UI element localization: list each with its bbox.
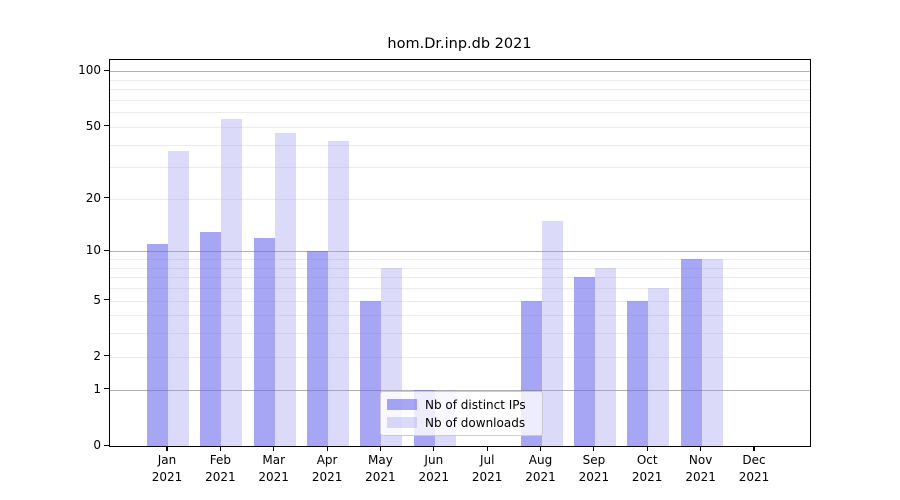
gridline-5 <box>110 300 810 302</box>
bar-downloads-oct <box>648 288 670 446</box>
bar-distinct-ips-nov <box>680 259 702 446</box>
x-tick-mark-feb <box>219 446 221 451</box>
gridline-10 <box>110 251 810 253</box>
bar-distinct-ips-mar <box>253 237 275 446</box>
x-tick-mark-sep <box>593 446 595 451</box>
legend-swatch-distinct-ips <box>387 399 417 410</box>
bar-downloads-mar <box>274 133 296 446</box>
legend-item-distinct-ips: Nb of distinct IPs <box>387 398 542 412</box>
x-tick-label-mar: Mar 2021 <box>258 453 289 484</box>
gridline-70 <box>110 99 810 101</box>
y-tick-label-10: 10 <box>85 243 101 258</box>
gridline-60 <box>110 112 810 114</box>
y-tick-label-5: 5 <box>93 292 101 307</box>
legend-label-distinct-ips: Nb of distinct IPs <box>425 397 526 412</box>
x-tick-mark-dec <box>753 446 755 451</box>
gridline-6 <box>110 288 810 289</box>
gridline-90 <box>110 79 810 81</box>
x-tick-label-aug: Aug 2021 <box>525 453 556 484</box>
bar-downloads-jan <box>168 150 189 446</box>
legend-swatch-downloads <box>387 417 417 428</box>
x-tick-mark-jun <box>433 446 435 451</box>
gridline-20 <box>110 198 810 200</box>
y-tick-mark-100 <box>104 69 109 71</box>
x-tick-label-may: May 2021 <box>365 453 396 484</box>
y-tick-mark-10 <box>104 249 109 251</box>
gridline-7 <box>110 277 810 279</box>
bar-downloads-aug <box>541 220 563 446</box>
y-tick-mark-20 <box>104 197 109 199</box>
bar-downloads-sep <box>594 267 616 446</box>
gridline-8 <box>110 267 810 269</box>
x-tick-mark-jul <box>486 446 488 451</box>
y-tick-mark-50 <box>104 125 109 127</box>
x-tick-label-jan: Jan 2021 <box>151 453 183 484</box>
x-tick-label-jun: Jun 2021 <box>418 453 450 484</box>
y-tick-mark-5 <box>104 299 109 301</box>
x-tick-label-nov: Nov 2021 <box>685 453 716 484</box>
gridline-30 <box>110 167 810 169</box>
x-tick-label-oct: Oct 2021 <box>631 453 663 484</box>
y-tick-mark-1 <box>104 388 109 390</box>
y-tick-label-100: 100 <box>78 63 101 78</box>
gridline-40 <box>110 144 810 146</box>
legend: Nb of distinct IPs Nb of downloads <box>380 391 543 436</box>
x-tick-label-dec: Dec 2021 <box>738 453 770 484</box>
legend-item-downloads: Nb of downloads <box>387 416 542 430</box>
y-tick-label-20: 20 <box>85 190 101 205</box>
x-tick-mark-may <box>379 446 381 451</box>
gridline-1 <box>110 389 810 391</box>
bar-distinct-ips-jan <box>147 244 168 446</box>
chart-title: hom.Dr.inp.db 2021 <box>387 36 532 52</box>
bar-distinct-ips-sep <box>573 277 595 446</box>
x-tick-mark-mar <box>273 446 275 451</box>
x-tick-mark-oct <box>646 446 648 451</box>
x-tick-label-feb: Feb 2021 <box>205 453 236 484</box>
y-tick-label-50: 50 <box>85 118 101 133</box>
bar-distinct-ips-apr <box>307 251 329 446</box>
bar-distinct-ips-feb <box>200 231 222 446</box>
y-tick-label-1: 1 <box>93 381 101 396</box>
x-tick-label-sep: Sep 2021 <box>578 453 610 484</box>
y-tick-label-2: 2 <box>93 348 101 363</box>
gridline-100 <box>110 71 810 73</box>
bar-distinct-ips-may <box>360 300 382 446</box>
x-tick-mark-jan <box>166 446 168 451</box>
plot-area <box>109 59 811 447</box>
bar-downloads-apr <box>328 140 350 446</box>
x-tick-mark-apr <box>326 446 328 451</box>
gridline-3 <box>110 333 810 335</box>
x-tick-mark-nov <box>700 446 702 451</box>
gridline-4 <box>110 315 810 317</box>
x-tick-label-jul: Jul 2021 <box>471 453 503 484</box>
gridline-80 <box>110 89 810 91</box>
y-tick-mark-0 <box>104 444 109 446</box>
x-tick-mark-aug <box>539 446 542 451</box>
gridline-9 <box>110 259 810 260</box>
gridline-50 <box>110 126 810 128</box>
gridline-2 <box>110 356 810 358</box>
y-tick-mark-2 <box>104 355 109 357</box>
legend-label-downloads: Nb of downloads <box>425 415 526 430</box>
bar-distinct-ips-oct <box>627 300 649 446</box>
y-tick-label-0: 0 <box>93 438 101 452</box>
bar-downloads-nov <box>701 259 723 446</box>
bar-downloads-feb <box>221 119 243 446</box>
x-tick-label-apr: Apr 2021 <box>311 453 343 484</box>
